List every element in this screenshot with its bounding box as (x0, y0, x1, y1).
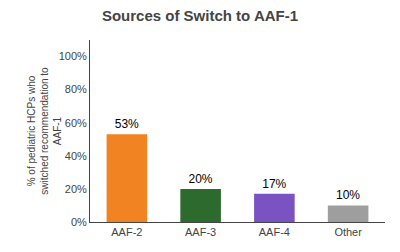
svg-text:20%: 20% (65, 183, 87, 195)
svg-text:60%: 60% (65, 117, 87, 129)
svg-text:AAF-4: AAF-4 (259, 226, 290, 238)
svg-text:% of pediatric HCPs whoswitche: % of pediatric HCPs whoswitched recommen… (26, 67, 63, 195)
svg-text:17%: 17% (262, 177, 286, 191)
svg-text:20%: 20% (188, 172, 212, 186)
svg-text:80%: 80% (65, 83, 87, 95)
svg-text:AAF-2: AAF-2 (111, 226, 142, 238)
svg-text:10%: 10% (336, 188, 360, 202)
svg-text:Other: Other (334, 226, 362, 238)
svg-text:0%: 0% (71, 216, 87, 228)
svg-text:100%: 100% (59, 50, 87, 62)
svg-text:53%: 53% (115, 117, 139, 131)
svg-text:Sources of Switch to AAF-1: Sources of Switch to AAF-1 (102, 7, 298, 24)
svg-text:40%: 40% (65, 150, 87, 162)
svg-text:AAF-3: AAF-3 (185, 226, 216, 238)
